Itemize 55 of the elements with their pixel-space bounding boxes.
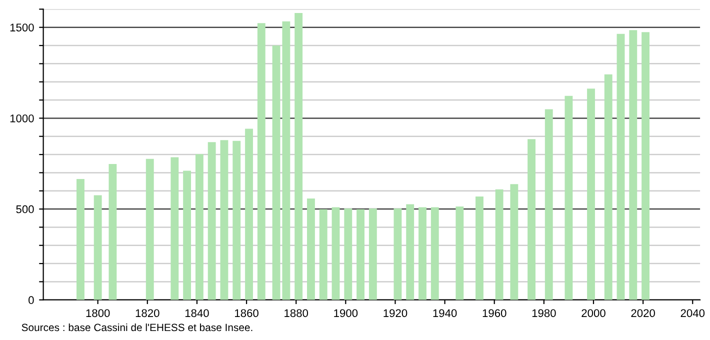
bar — [183, 170, 192, 300]
bar — [294, 12, 303, 300]
bar — [282, 21, 290, 300]
bar — [495, 189, 504, 300]
x-tick-label: 1820 — [136, 309, 160, 318]
bar — [476, 196, 484, 300]
bar — [76, 179, 84, 300]
x-tick-label: 2020 — [631, 309, 655, 318]
x-tick-label: 1880 — [284, 309, 308, 318]
bar — [564, 96, 573, 300]
x-tick-label: 1860 — [235, 309, 258, 318]
bar — [272, 46, 280, 300]
x-tick-label: 1800 — [86, 309, 110, 318]
bar — [356, 209, 364, 300]
bar — [245, 128, 253, 300]
bar — [629, 30, 638, 300]
bar — [394, 208, 402, 300]
x-tick-label: 1980 — [532, 309, 556, 318]
bar — [170, 157, 179, 300]
bar — [604, 74, 612, 300]
bar — [510, 184, 518, 300]
y-tick-label: 1500 — [10, 24, 34, 32]
y-tick-label: 500 — [16, 205, 34, 214]
bar — [344, 208, 352, 300]
bar — [368, 208, 377, 300]
bar — [307, 198, 315, 300]
bar — [220, 140, 228, 300]
source-note: Sources : base Cassini de l'EHESS et base Insee. — [22, 323, 252, 332]
bar — [232, 140, 241, 300]
x-tick-label: 1840 — [185, 309, 209, 318]
bar — [587, 88, 595, 300]
x-tick-label: 1900 — [334, 309, 358, 318]
x-tick-label: 1920 — [384, 309, 408, 318]
bar — [528, 139, 536, 300]
bar — [257, 23, 266, 300]
x-tick-label: 1940 — [433, 309, 457, 318]
bar — [642, 32, 650, 300]
bar — [418, 207, 426, 300]
bar — [94, 195, 102, 300]
x-tick-label: 1960 — [482, 309, 506, 318]
bar — [544, 109, 553, 300]
bar — [616, 34, 625, 300]
bar — [108, 164, 117, 300]
bar — [456, 206, 464, 300]
bar — [146, 158, 154, 300]
y-tick-label: 1000 — [10, 114, 34, 122]
y-tick-label: 0 — [28, 296, 34, 304]
x-tick-label: 2000 — [582, 309, 606, 318]
bar — [430, 207, 439, 300]
bar — [332, 207, 340, 300]
bar — [319, 209, 328, 300]
bar — [406, 204, 414, 300]
bar — [195, 154, 204, 300]
x-tick-label: 2040 — [680, 309, 705, 318]
bar — [208, 142, 216, 300]
